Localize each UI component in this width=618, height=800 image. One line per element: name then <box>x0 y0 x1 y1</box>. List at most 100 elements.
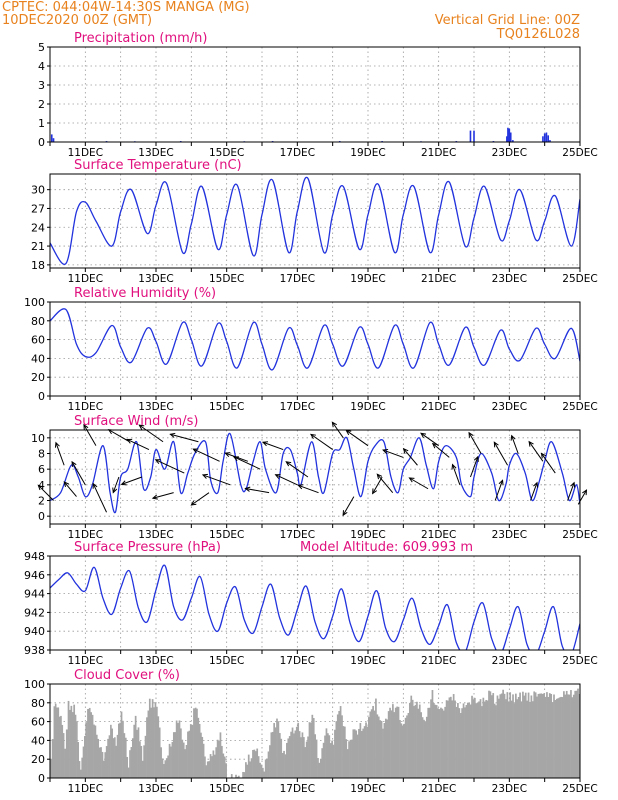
cloud-bar <box>404 717 407 778</box>
cloud-bar <box>358 728 360 778</box>
temp-xtick-label: 21DEC <box>421 273 456 285</box>
cloud-bar <box>319 759 322 778</box>
cloud-bar <box>253 749 256 778</box>
cloud-bar <box>462 703 465 778</box>
cloud-bar <box>80 769 82 778</box>
cloud-bar <box>151 699 154 778</box>
cloud-bar <box>369 711 372 778</box>
pressure-xtick-label: 21DEC <box>421 655 456 667</box>
cloud-bar <box>280 738 283 778</box>
cloud-bar <box>321 748 324 778</box>
cloud-bar <box>420 712 423 778</box>
cloud-bar <box>120 711 123 778</box>
cloud-bar <box>115 745 117 778</box>
pressure-ytick-label: 948 <box>24 550 45 563</box>
cloud-bar <box>417 708 420 778</box>
cloud-bar <box>187 731 189 778</box>
precip-bar <box>507 127 509 142</box>
cloud-bar <box>502 689 504 778</box>
temp-ytick-label: 24 <box>31 221 45 234</box>
rh-ytick-label: 60 <box>31 334 45 347</box>
cloud-bar <box>91 714 94 778</box>
cloud-bar <box>444 706 447 778</box>
wind-xtick-label: 19DEC <box>350 529 385 541</box>
wind-arrow <box>285 461 309 478</box>
cloud-bar <box>311 714 314 778</box>
cloud-bar <box>543 693 545 778</box>
cloud-bar <box>206 761 209 778</box>
cloud-bar <box>430 699 432 778</box>
cloud-bar <box>276 718 278 778</box>
cloud-bar <box>100 747 102 778</box>
cloud-bar <box>198 723 201 778</box>
cloud-bar <box>211 756 213 778</box>
temp-xtick-label: 15DEC <box>209 273 244 285</box>
wind-arrow <box>126 438 150 451</box>
cloud-bar <box>375 698 377 778</box>
cloud-bar <box>531 701 534 778</box>
station-title: CPTEC: 044:04W-14:30S MANGA (MG) <box>2 0 250 15</box>
cloud-bar <box>70 705 73 778</box>
cloud-bar <box>506 692 509 778</box>
cloud-bar <box>216 739 219 778</box>
cloud-bar <box>486 700 489 778</box>
pressure-series-line <box>50 564 580 650</box>
cloud-bar <box>85 722 88 778</box>
cloud-bar <box>274 727 277 778</box>
cloud-bar <box>372 705 374 778</box>
cloud-bar <box>403 723 406 778</box>
cloud-bar <box>123 733 126 778</box>
cloud-bar <box>482 697 485 778</box>
cloud-bar <box>465 705 468 778</box>
precip-bar <box>542 136 544 142</box>
cloud-bar <box>247 754 250 778</box>
precip-bar <box>52 138 55 142</box>
cloud-bar <box>393 712 396 778</box>
temp-xtick-label: 17DEC <box>280 273 315 285</box>
cloud-bar <box>485 699 488 778</box>
temp-xtick-label: 11DEC <box>68 273 103 285</box>
cloud-bar <box>259 762 261 778</box>
cloud-bar <box>266 758 268 778</box>
cloud-ytick-label: 0 <box>38 772 45 785</box>
wind-ytick-label: 4 <box>38 479 45 492</box>
cloud-bar <box>392 704 394 778</box>
pressure-xtick-label: 11DEC <box>68 655 103 667</box>
precip-bar <box>506 136 508 142</box>
model-id: TQ0126L028 <box>496 27 580 42</box>
cloud-bar <box>134 715 137 778</box>
cloud-bar <box>509 692 512 778</box>
cloud-bar <box>356 734 359 778</box>
cloud-panel: 0 20 40 60 80 100 11DEC 13DEC 15DEC 17DEC 19DEC 21D… <box>24 668 598 795</box>
cloud-bar <box>315 739 318 778</box>
cloud-bar <box>346 749 349 778</box>
cloud-bar <box>498 698 500 778</box>
cloud-bar <box>379 720 382 778</box>
precip-xtick-label: 17DEC <box>280 147 315 159</box>
wind-xtick-label: 17DEC <box>280 529 315 541</box>
wind-arrow <box>510 434 519 454</box>
cloud-bar <box>58 716 61 778</box>
cloud-bar <box>524 692 527 778</box>
cloud-bar <box>178 720 181 778</box>
wind-xtick-label: 23DEC <box>492 529 527 541</box>
cloud-bar <box>522 691 524 778</box>
cloud-bar <box>50 759 53 778</box>
cloud-bar <box>308 722 311 778</box>
wind-xtick-label: 25DEC <box>562 529 597 541</box>
wind-ytick-label: 10 <box>31 432 45 445</box>
cloud-bar <box>387 711 390 778</box>
cloud-bar <box>119 722 121 778</box>
cloud-bar <box>57 707 60 778</box>
cloud-bar <box>474 697 476 778</box>
precip-bar <box>512 140 514 142</box>
cloud-bar <box>84 736 86 778</box>
cloud-bar <box>421 717 424 778</box>
cloud-ytick-label: 40 <box>31 734 45 747</box>
cloud-bar <box>62 733 65 778</box>
cloud-bar <box>481 706 483 778</box>
cloud-bar <box>51 739 54 778</box>
cloud-bar <box>157 716 160 778</box>
cloud-bar <box>427 707 430 778</box>
cloud-bar <box>455 706 458 778</box>
